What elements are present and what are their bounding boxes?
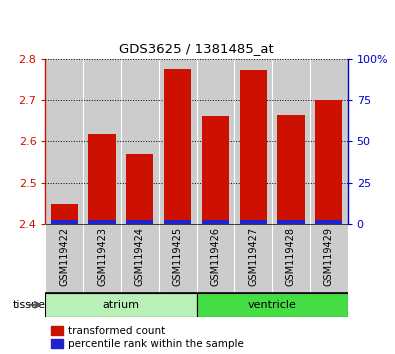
Bar [310, 59, 348, 224]
Text: tissue: tissue [12, 300, 45, 310]
Text: GSM119424: GSM119424 [135, 227, 145, 286]
Bar [51, 219, 78, 224]
Text: GSM119427: GSM119427 [248, 227, 258, 286]
Bar [315, 100, 342, 224]
Bar [202, 116, 229, 224]
Bar [272, 59, 310, 224]
Legend: transformed count, percentile rank within the sample: transformed count, percentile rank withi… [51, 326, 244, 349]
Bar [45, 59, 83, 224]
Text: GSM119423: GSM119423 [97, 227, 107, 286]
Bar [240, 219, 267, 224]
Bar [202, 219, 229, 224]
Bar [126, 154, 153, 224]
Text: GSM119429: GSM119429 [324, 227, 334, 286]
Title: GDS3625 / 1381485_at: GDS3625 / 1381485_at [119, 42, 274, 55]
Text: GSM119428: GSM119428 [286, 227, 296, 286]
Bar [88, 219, 116, 224]
Bar [51, 204, 78, 224]
Text: GSM119425: GSM119425 [173, 227, 182, 286]
Text: GSM119426: GSM119426 [211, 227, 220, 286]
Text: atrium: atrium [102, 300, 139, 310]
Bar [121, 59, 159, 224]
Bar [45, 293, 197, 317]
Bar [277, 219, 305, 224]
Text: ventricle: ventricle [248, 300, 297, 310]
Bar [159, 59, 197, 224]
Bar [197, 59, 234, 224]
Bar [197, 293, 348, 317]
Bar [234, 59, 272, 224]
Bar [88, 135, 116, 224]
Bar [83, 59, 121, 224]
Bar [126, 219, 153, 224]
Text: GSM119422: GSM119422 [59, 227, 69, 286]
Bar [240, 70, 267, 224]
Bar [164, 219, 191, 224]
Bar [315, 219, 342, 224]
Bar [277, 115, 305, 224]
Bar [164, 69, 191, 224]
